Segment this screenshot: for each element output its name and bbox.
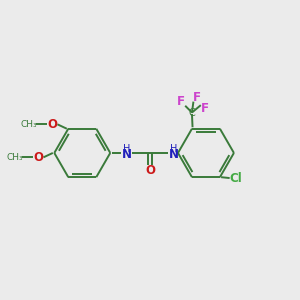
Text: Cl: Cl <box>230 172 242 185</box>
Text: F: F <box>192 91 200 104</box>
Text: CH₃: CH₃ <box>21 120 38 129</box>
Text: CH₃: CH₃ <box>7 153 23 162</box>
Text: N: N <box>169 148 178 161</box>
Text: N: N <box>122 148 131 161</box>
Text: F: F <box>201 102 209 115</box>
Text: H: H <box>123 144 130 154</box>
Text: H: H <box>170 144 177 154</box>
Text: O: O <box>145 164 155 177</box>
Text: O: O <box>33 151 43 164</box>
Text: C: C <box>189 107 195 118</box>
Text: F: F <box>177 95 185 108</box>
Text: O: O <box>47 118 57 131</box>
